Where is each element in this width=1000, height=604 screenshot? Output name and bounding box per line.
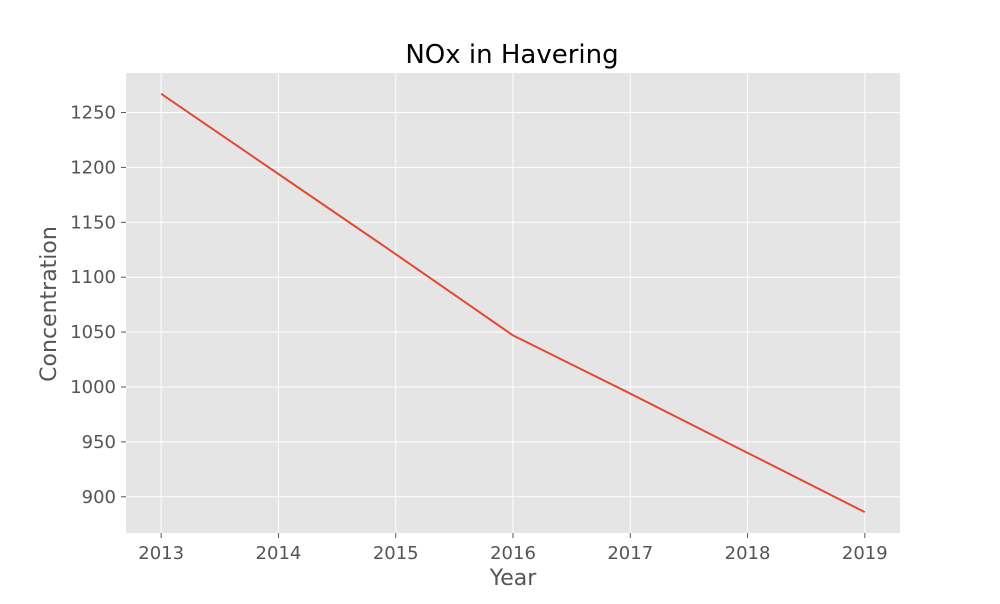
series-line bbox=[160, 93, 866, 514]
y-tick-label: 900 bbox=[82, 487, 116, 508]
y-tick-label: 950 bbox=[82, 432, 116, 453]
x-axis-label: Year bbox=[489, 566, 538, 591]
x-tick-label: 2016 bbox=[490, 543, 536, 564]
grid-lines bbox=[126, 73, 900, 533]
x-tick-label: 2017 bbox=[607, 543, 653, 564]
x-tick-label: 2018 bbox=[725, 543, 771, 564]
chart-title: NOx in Havering bbox=[405, 40, 618, 70]
y-tick-label: 1150 bbox=[70, 212, 116, 233]
x-tick-label: 2014 bbox=[256, 543, 302, 564]
y-axis-ticks: 900 950 1000 1050 1100 1150 1200 1250 bbox=[70, 103, 126, 508]
x-tick-label: 2013 bbox=[138, 543, 184, 564]
x-tick-label: 2019 bbox=[842, 543, 888, 564]
y-tick-label: 1050 bbox=[70, 322, 116, 343]
series-layer bbox=[160, 93, 866, 514]
y-tick-label: 1000 bbox=[70, 377, 116, 398]
y-tick-label: 1100 bbox=[70, 267, 116, 288]
x-tick-label: 2015 bbox=[373, 543, 419, 564]
x-axis-ticks: 2013 2014 2015 2016 2017 2018 2019 bbox=[138, 533, 888, 564]
y-axis-label: Concentration bbox=[37, 226, 62, 382]
y-tick-label: 1250 bbox=[70, 103, 116, 124]
y-tick-label: 1200 bbox=[70, 157, 116, 178]
